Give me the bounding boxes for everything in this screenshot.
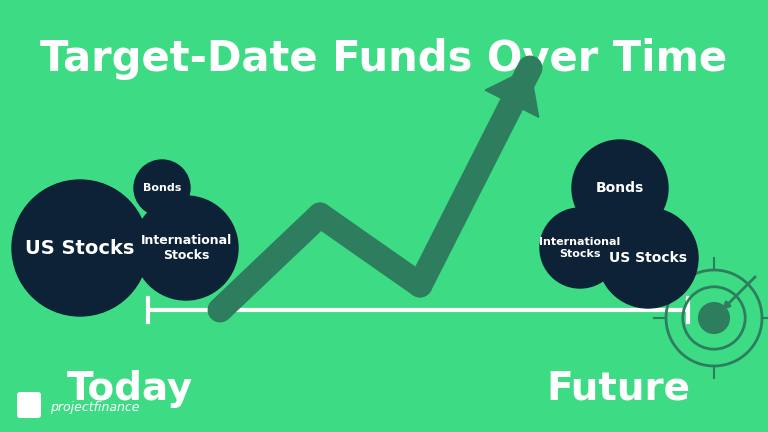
Circle shape (134, 160, 190, 216)
Text: Future: Future (546, 370, 690, 408)
Text: Today: Today (67, 370, 193, 408)
FancyBboxPatch shape (17, 392, 41, 418)
Text: Bonds: Bonds (143, 183, 181, 193)
Text: projectfinance: projectfinance (50, 400, 140, 413)
Circle shape (572, 140, 668, 236)
Text: International
Stocks: International Stocks (141, 234, 232, 262)
Text: US Stocks: US Stocks (25, 238, 134, 257)
Circle shape (134, 196, 238, 300)
Circle shape (540, 208, 620, 288)
Text: Bonds: Bonds (596, 181, 644, 195)
Circle shape (12, 180, 148, 316)
Text: Target-Date Funds Over Time: Target-Date Funds Over Time (41, 38, 727, 80)
Text: US Stocks: US Stocks (609, 251, 687, 265)
Circle shape (699, 303, 730, 334)
Text: International
Stocks: International Stocks (539, 237, 621, 259)
Polygon shape (485, 68, 538, 117)
Circle shape (598, 208, 698, 308)
